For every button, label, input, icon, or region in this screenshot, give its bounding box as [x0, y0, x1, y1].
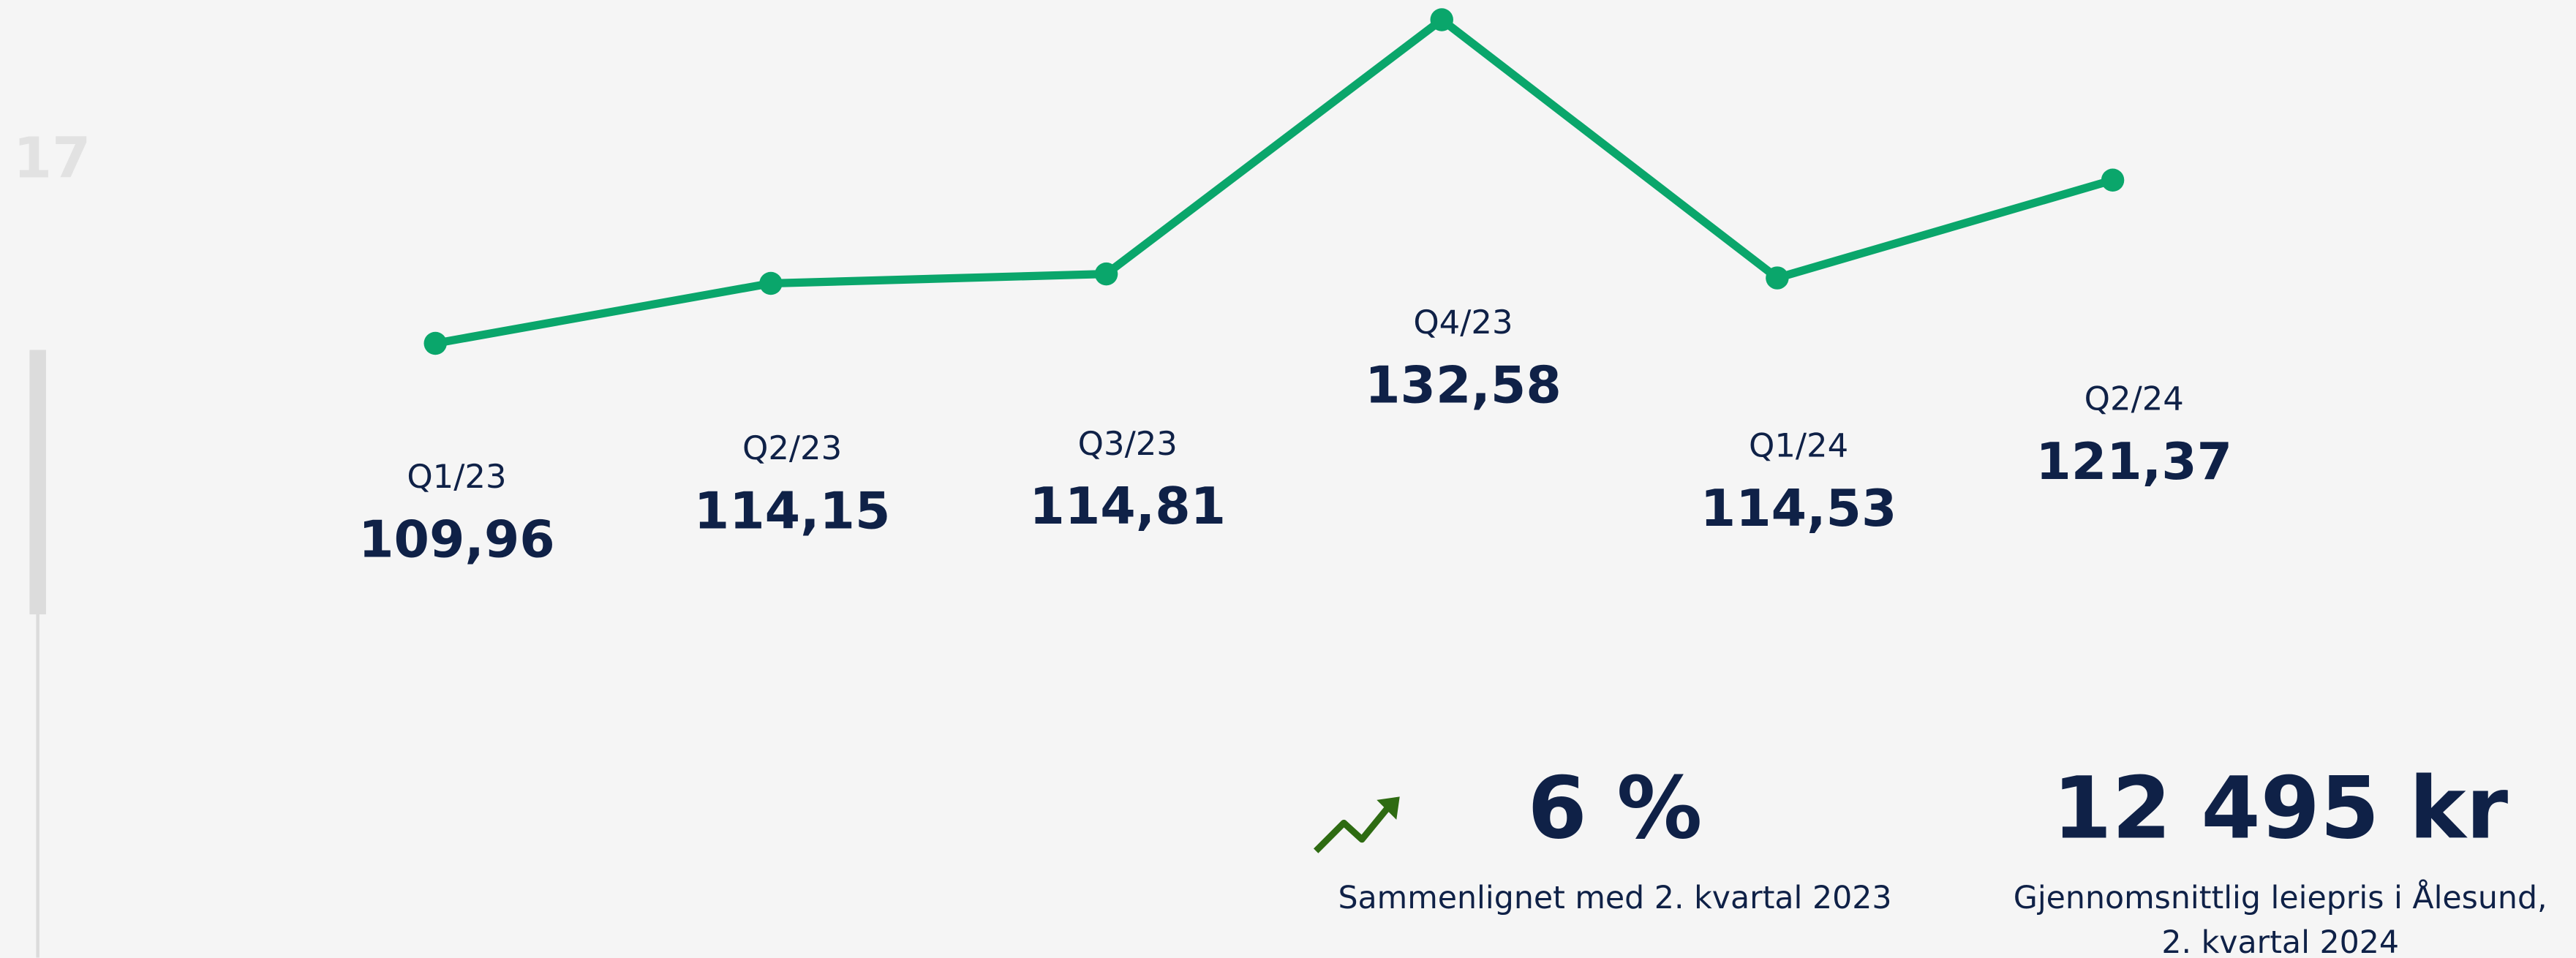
value-label: 109,96 — [358, 510, 555, 569]
stat-caption: Sammenlignet med 2. kvartal 2023 — [1338, 880, 1891, 916]
stat-value: 12 495 kr — [2052, 759, 2508, 859]
value-label: 114,15 — [694, 481, 891, 540]
value-label: 132,58 — [1365, 355, 1562, 415]
stat-value: 6 % — [1528, 759, 1703, 859]
point — [423, 331, 447, 355]
point — [1094, 262, 1118, 286]
stat-caption: 2. kvartal 2024 — [2161, 924, 2399, 958]
line — [434, 15, 2114, 347]
category-label: Q1/24 — [1749, 426, 1848, 464]
trend-arrowhead — [1376, 796, 1400, 820]
point — [1766, 266, 1789, 290]
category-label: Q2/23 — [742, 429, 842, 467]
side-number: 17 — [13, 127, 91, 192]
category-label: Q2/24 — [2084, 380, 2184, 418]
value-label: 114,81 — [1029, 477, 1226, 536]
value-label: 114,53 — [1701, 479, 1897, 538]
plot: Q1/23 109,96 Q2/23 114,15 Q3/23 114,81 Q4/23 13… — [358, 8, 2232, 569]
point — [1430, 8, 1453, 31]
point — [2101, 168, 2125, 192]
trend-icon — [1314, 801, 1394, 853]
point — [759, 271, 783, 295]
stat-caption: Gjennomsnittlig leiepris i Ålesund, — [2014, 879, 2547, 916]
scroll-thumb[interactable] — [29, 350, 46, 615]
value-label: 121,37 — [2035, 432, 2232, 491]
category-label: Q3/23 — [1078, 424, 1178, 463]
category-label: Q1/23 — [407, 457, 506, 496]
category-label: Q4/23 — [1413, 303, 1513, 342]
